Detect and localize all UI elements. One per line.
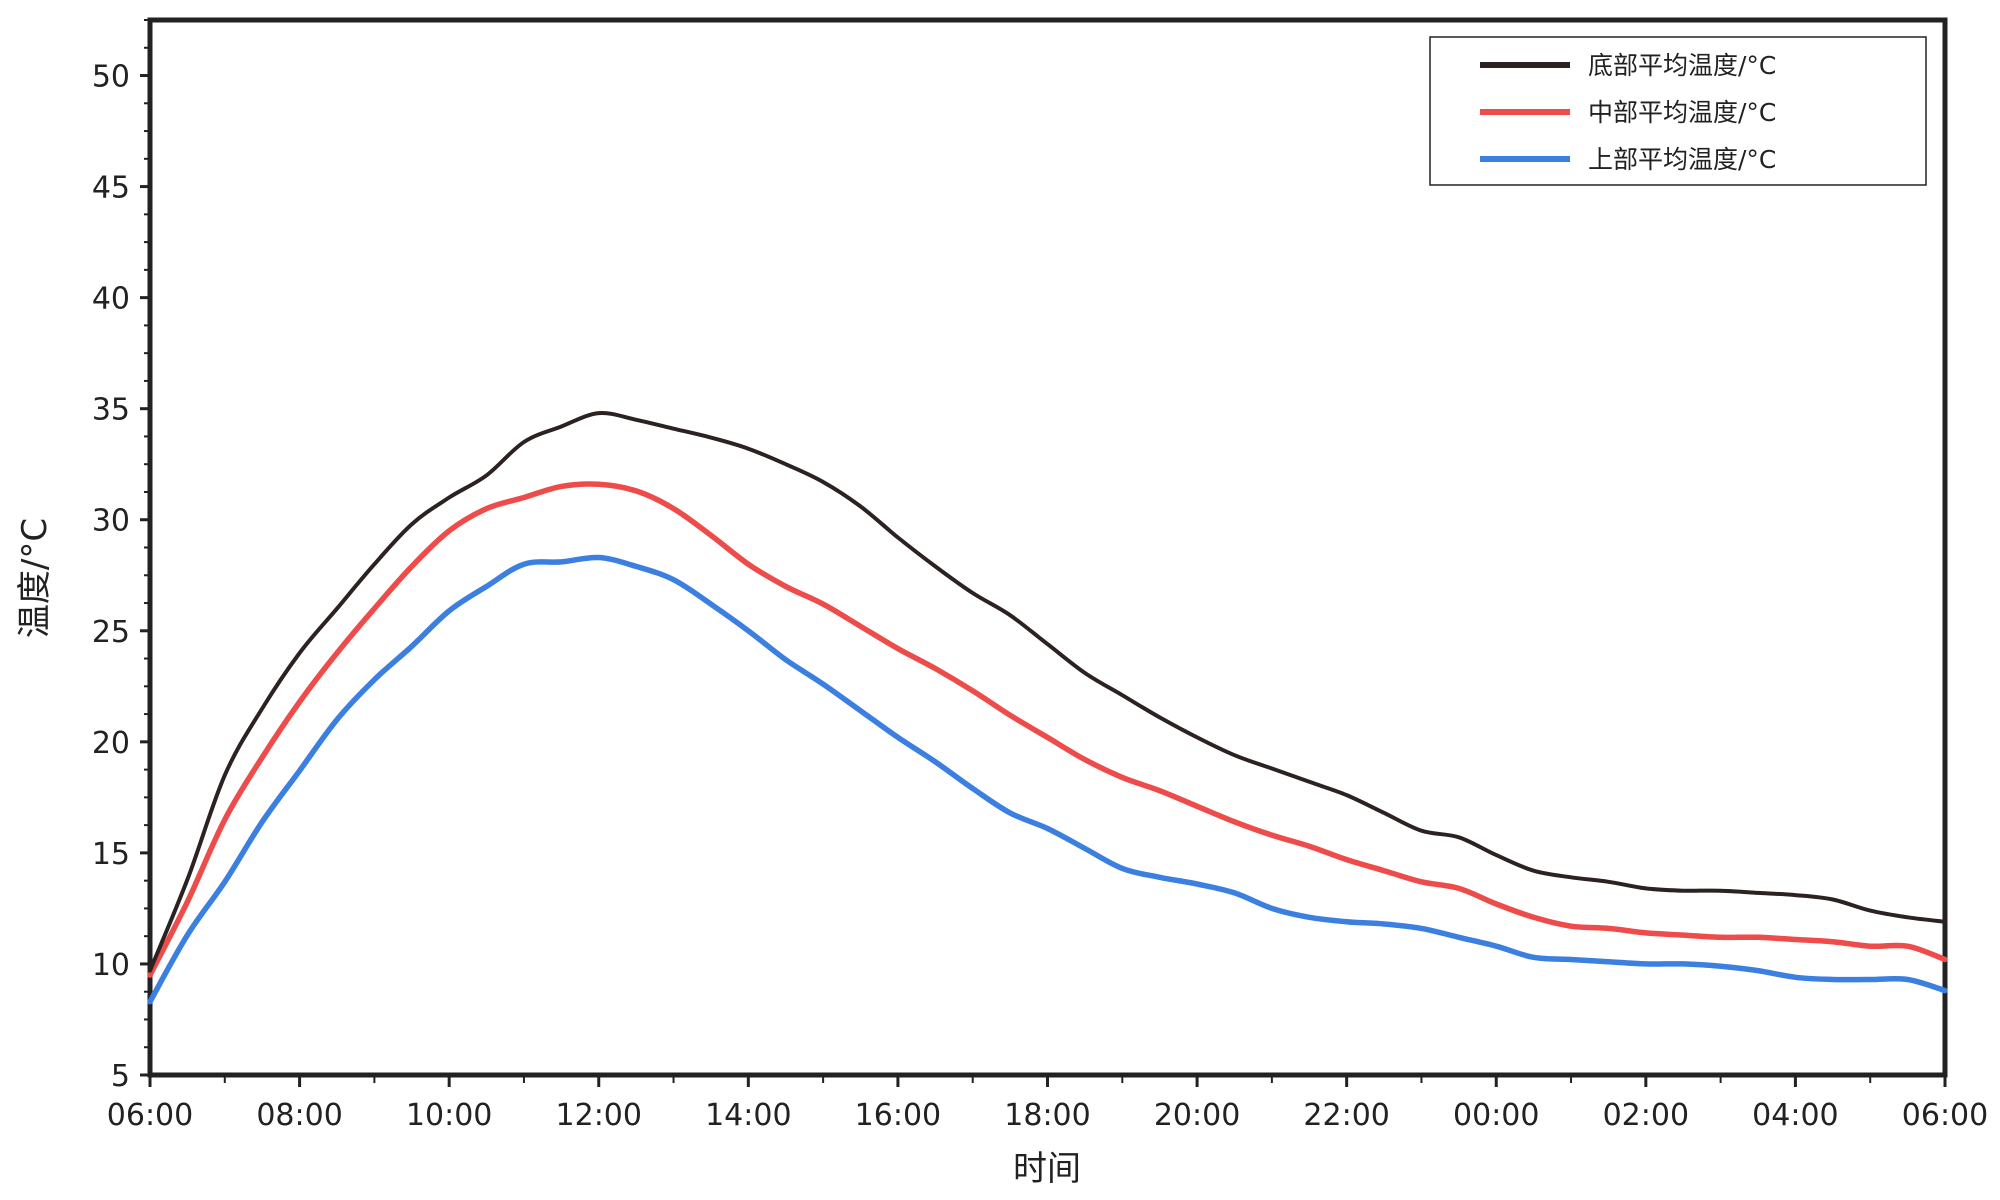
series-line-middle [147, 481, 1948, 978]
legend: 底部平均温度/°C 中部平均温度/°C 上部平均温度/°C [1429, 36, 1927, 186]
x-tick-label: 20:00 [1154, 1098, 1240, 1133]
legend-label-top: 上部平均温度/°C [1588, 145, 1776, 174]
x-axis-title: 时间 [1013, 1149, 1081, 1189]
y-tick-label: 25 [92, 615, 130, 650]
legend-label-middle: 中部平均温度/°C [1588, 98, 1776, 127]
x-tick-label: 06:00 [1902, 1098, 1988, 1133]
y-tick-label: 15 [92, 837, 130, 872]
series-line-top [147, 554, 1948, 1005]
y-axis-title: 温度/°C [15, 518, 55, 638]
x-tick-label: 18:00 [1004, 1098, 1090, 1133]
x-tick-label: 08:00 [256, 1098, 342, 1133]
y-tick-label: 20 [92, 726, 130, 761]
x-tick-label: 02:00 [1603, 1098, 1689, 1133]
y-tick-label: 45 [92, 171, 130, 206]
x-tick-label: 10:00 [406, 1098, 492, 1133]
series-line-bottom [148, 410, 1947, 973]
series-layer [147, 410, 1948, 1005]
x-tick-label: 00:00 [1453, 1098, 1539, 1133]
x-tick-label: 12:00 [556, 1098, 642, 1133]
y-tick-label: 10 [92, 948, 130, 983]
x-tick-label: 22:00 [1303, 1098, 1389, 1133]
y-tick-label: 30 [92, 504, 130, 539]
x-tick-label: 16:00 [855, 1098, 941, 1133]
y-tick-label: 50 [92, 60, 130, 95]
legend-label-bottom: 底部平均温度/°C [1588, 51, 1776, 80]
x-axis: 06:00 08:00 10:00 12:00 14:00 16:00 18:00 20:00… [107, 1075, 1988, 1133]
y-tick-label: 35 [92, 393, 130, 428]
y-tick-label: 40 [92, 282, 130, 317]
y-tick-label: 5 [111, 1059, 130, 1094]
y-axis: 5 10 15 20 25 30 35 40 45 50 [92, 19, 150, 1094]
x-tick-label: 04:00 [1752, 1098, 1838, 1133]
x-tick-label: 14:00 [705, 1098, 791, 1133]
x-tick-label: 06:00 [107, 1098, 193, 1133]
